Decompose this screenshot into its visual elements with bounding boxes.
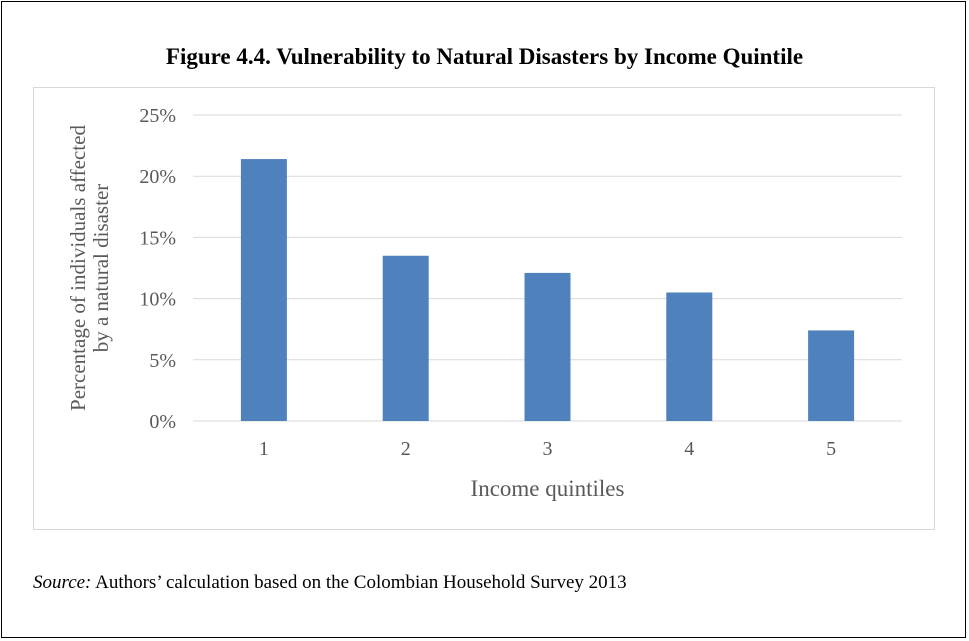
bar <box>666 292 713 421</box>
x-tick-label: 3 <box>543 438 553 460</box>
y-axis-label-line2: by a natural disaster <box>89 184 113 353</box>
chart-area: 0% 5% 10% 15% 20% 25% 1 2 3 4 5 Income quintiles Per… <box>33 87 935 530</box>
x-tick-label: 4 <box>684 438 694 460</box>
y-tick-label: 15% <box>139 227 176 249</box>
source-text: Authors’ calculation based on the Colomb… <box>91 572 627 593</box>
source-label: Source: <box>33 572 92 593</box>
x-tick-label: 2 <box>401 438 411 460</box>
bar <box>240 159 287 421</box>
source-note: Source: Authors’ calculation based on th… <box>33 572 627 594</box>
bar <box>524 272 571 421</box>
x-tick-label: 5 <box>826 438 836 460</box>
bar <box>808 330 855 421</box>
figure-title: Figure 4.4. Vulnerability to Natural Dis… <box>165 44 804 69</box>
y-tick-label: 5% <box>149 350 176 372</box>
x-axis-label: Income quintiles <box>471 476 625 501</box>
x-tick-label: 1 <box>259 438 269 460</box>
bar-chart: 0% 5% 10% 15% 20% 25% 1 2 3 4 5 Income quintiles Per… <box>66 105 902 501</box>
y-tick-label: 10% <box>139 289 176 311</box>
y-tick-label: 25% <box>139 105 176 127</box>
y-tick-label: 20% <box>139 166 176 188</box>
y-tick-label: 0% <box>149 411 176 433</box>
y-axis-label-line1: Percentage of individuals affected <box>66 125 90 411</box>
bar <box>382 255 429 421</box>
